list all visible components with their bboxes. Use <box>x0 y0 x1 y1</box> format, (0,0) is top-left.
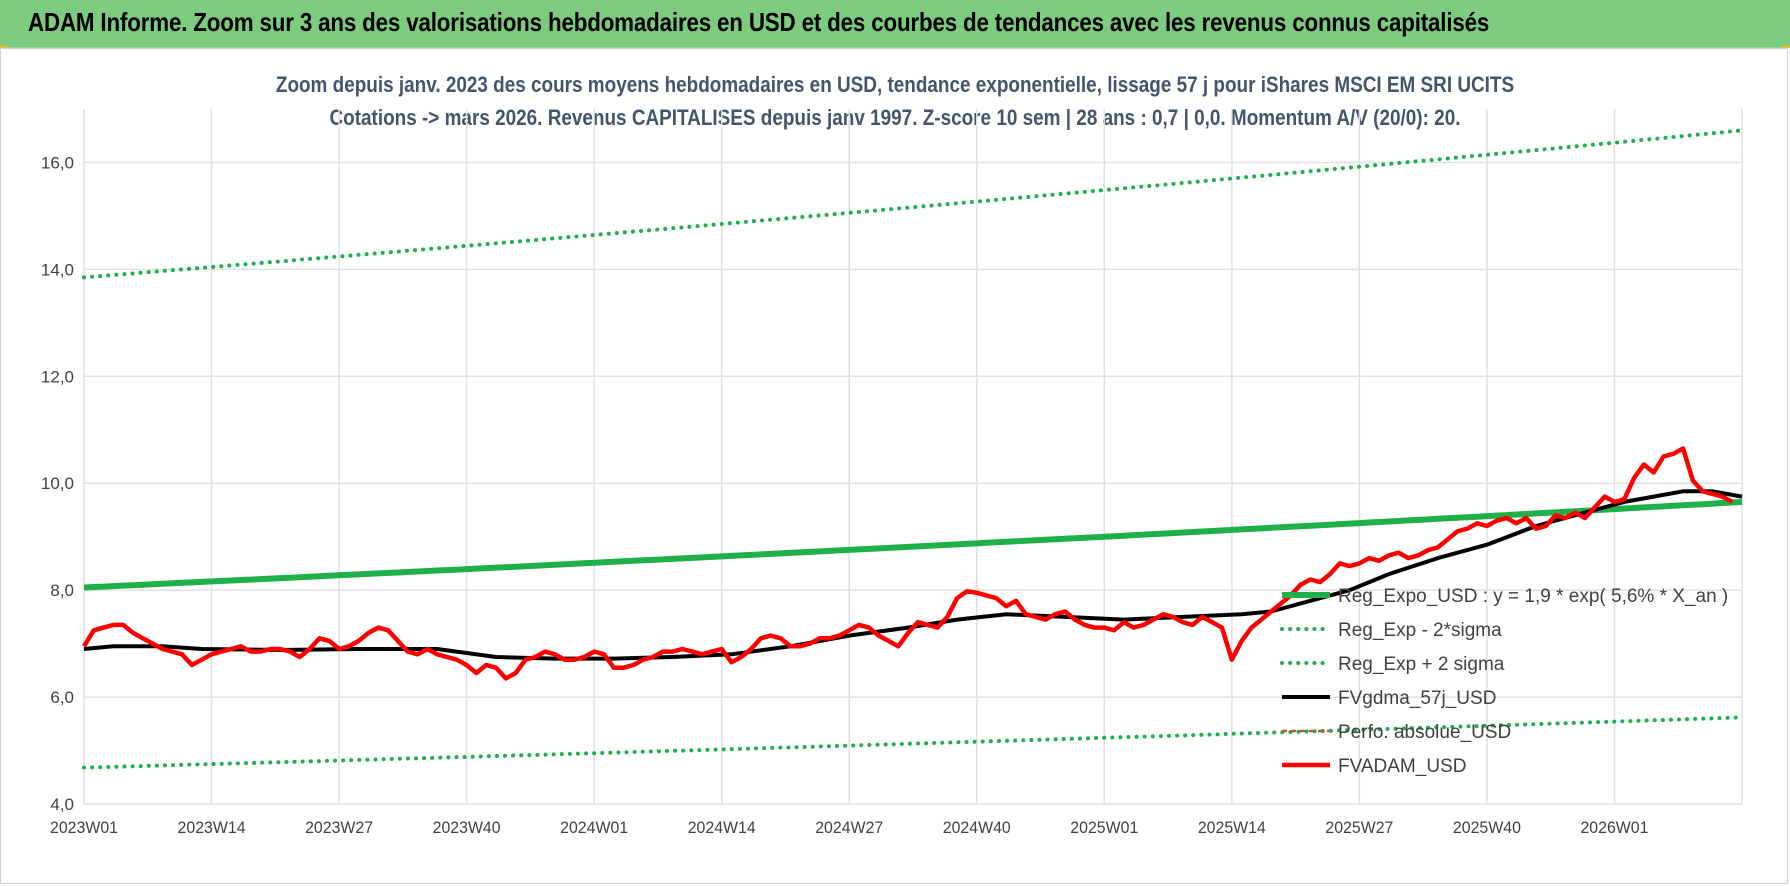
legend-label: Reg_Exp + 2 sigma <box>1338 654 1505 675</box>
corner-mark-left <box>0 46 8 48</box>
y-tick-label: 12,0 <box>41 367 74 386</box>
x-tick-label: 2024W27 <box>815 818 883 837</box>
y-tick-label: 4,0 <box>50 795 74 814</box>
series-line-2 <box>82 715 1744 770</box>
x-tick-label: 2025W01 <box>1070 818 1138 837</box>
x-tick-label: 2023W40 <box>433 818 501 837</box>
series-line-6 <box>82 446 1734 681</box>
x-tick-label: 2023W01 <box>50 818 118 837</box>
x-tick-label: 2024W14 <box>688 818 756 837</box>
y-tick-label: 14,0 <box>41 260 74 279</box>
x-tick-label: 2025W40 <box>1453 818 1521 837</box>
legend-label: Reg_Expo_USD : y = 1,9 * exp( 5,6% * X_a… <box>1338 586 1728 607</box>
grid-layer <box>83 109 1743 805</box>
y-tick-label: 6,0 <box>50 688 74 707</box>
chart-title-line-1: Zoom depuis janv. 2023 des cours moyens … <box>275 72 1515 97</box>
chart-frame <box>0 48 1788 884</box>
x-tick-label: 2023W27 <box>305 818 373 837</box>
y-tick-label: 10,0 <box>41 474 74 493</box>
legend-label: Reg_Exp - 2*sigma <box>1338 620 1502 641</box>
legend-label: Perfo. absolue_USD <box>1338 722 1511 743</box>
corner-mark-right <box>1782 46 1790 48</box>
x-tick-label: 2023W14 <box>178 818 246 837</box>
x-tick-label: 2025W27 <box>1325 818 1393 837</box>
chart-title-line-2: Cotations -> mars 2026. Revenus CAPITALI… <box>329 105 1461 130</box>
x-tick-label: 2024W01 <box>560 818 628 837</box>
series-line-1 <box>83 498 1743 591</box>
y-tick-label: 8,0 <box>50 581 74 600</box>
y-tick-label: 16,0 <box>41 153 74 172</box>
report-banner: ADAM Informe. Zoom sur 3 ans des valoris… <box>0 0 1790 48</box>
report-title: ADAM Informe. Zoom sur 3 ans des valoris… <box>28 7 1490 37</box>
x-tick-label: 2026W01 <box>1580 818 1648 837</box>
series-line-3 <box>82 128 1744 280</box>
legend-label: FVADAM_USD <box>1338 756 1466 777</box>
x-tick-label: 2025W14 <box>1198 818 1266 837</box>
x-tick-label: 2024W40 <box>943 818 1011 837</box>
legend-label: FVgdma_57j_USD <box>1338 688 1496 709</box>
legend: Reg_Expo_USD : y = 1,9 * exp( 5,6% * X_a… <box>1280 586 1728 777</box>
axis-layer: 4,0 6,0 8,0 10,0 12,0 14,0 16,0 2023W01 2023W14 2… <box>41 153 1649 837</box>
series-layer <box>82 128 1744 770</box>
